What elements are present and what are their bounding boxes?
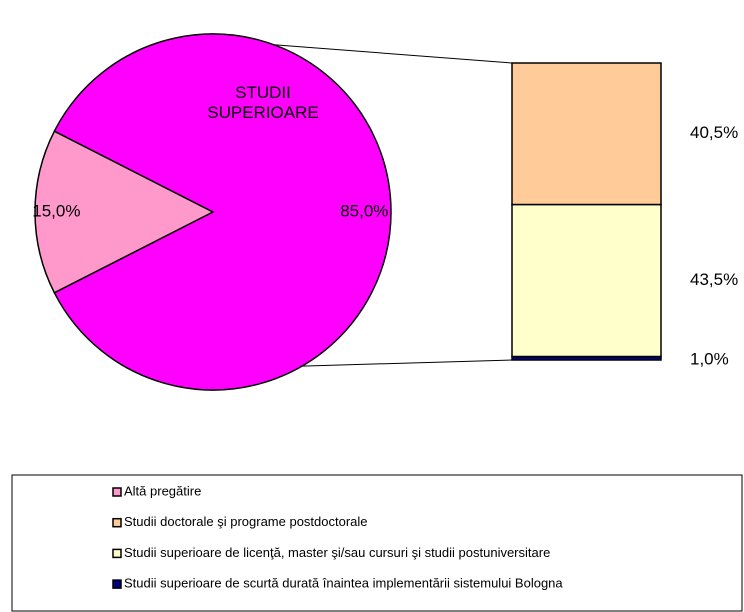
legend-label: Altă pregătire: [124, 483, 201, 498]
legend-swatch: [112, 579, 122, 589]
bar-value-label: 40,5%: [690, 123, 738, 142]
legend-swatch: [112, 548, 122, 559]
pie-slice-label: STUDII SUPERIOARE: [207, 83, 318, 122]
bar-segment: [511, 203, 662, 358]
connector: [273, 44, 513, 64]
bar-value-label: 43,5%: [690, 270, 738, 289]
pie-slice: [34, 130, 215, 294]
legend-swatch: [112, 517, 122, 528]
bar-segment: [511, 62, 662, 206]
connector: [301, 359, 513, 367]
pie-value-label: 85,0%: [340, 201, 388, 220]
legend-label: Studii superioare de scurtă durată înain…: [124, 576, 563, 591]
legend-box: [11, 474, 743, 612]
legend-swatch: [112, 487, 122, 497]
pie-slice: [53, 33, 392, 391]
legend-label: Studii doctorale şi programe postdoctora…: [124, 514, 368, 529]
bar-value-label: 1,0%: [690, 350, 729, 369]
legend-label: Studii superioare de licenţă, master şi/…: [124, 545, 550, 560]
pie-value-label: 15,0%: [32, 201, 80, 220]
